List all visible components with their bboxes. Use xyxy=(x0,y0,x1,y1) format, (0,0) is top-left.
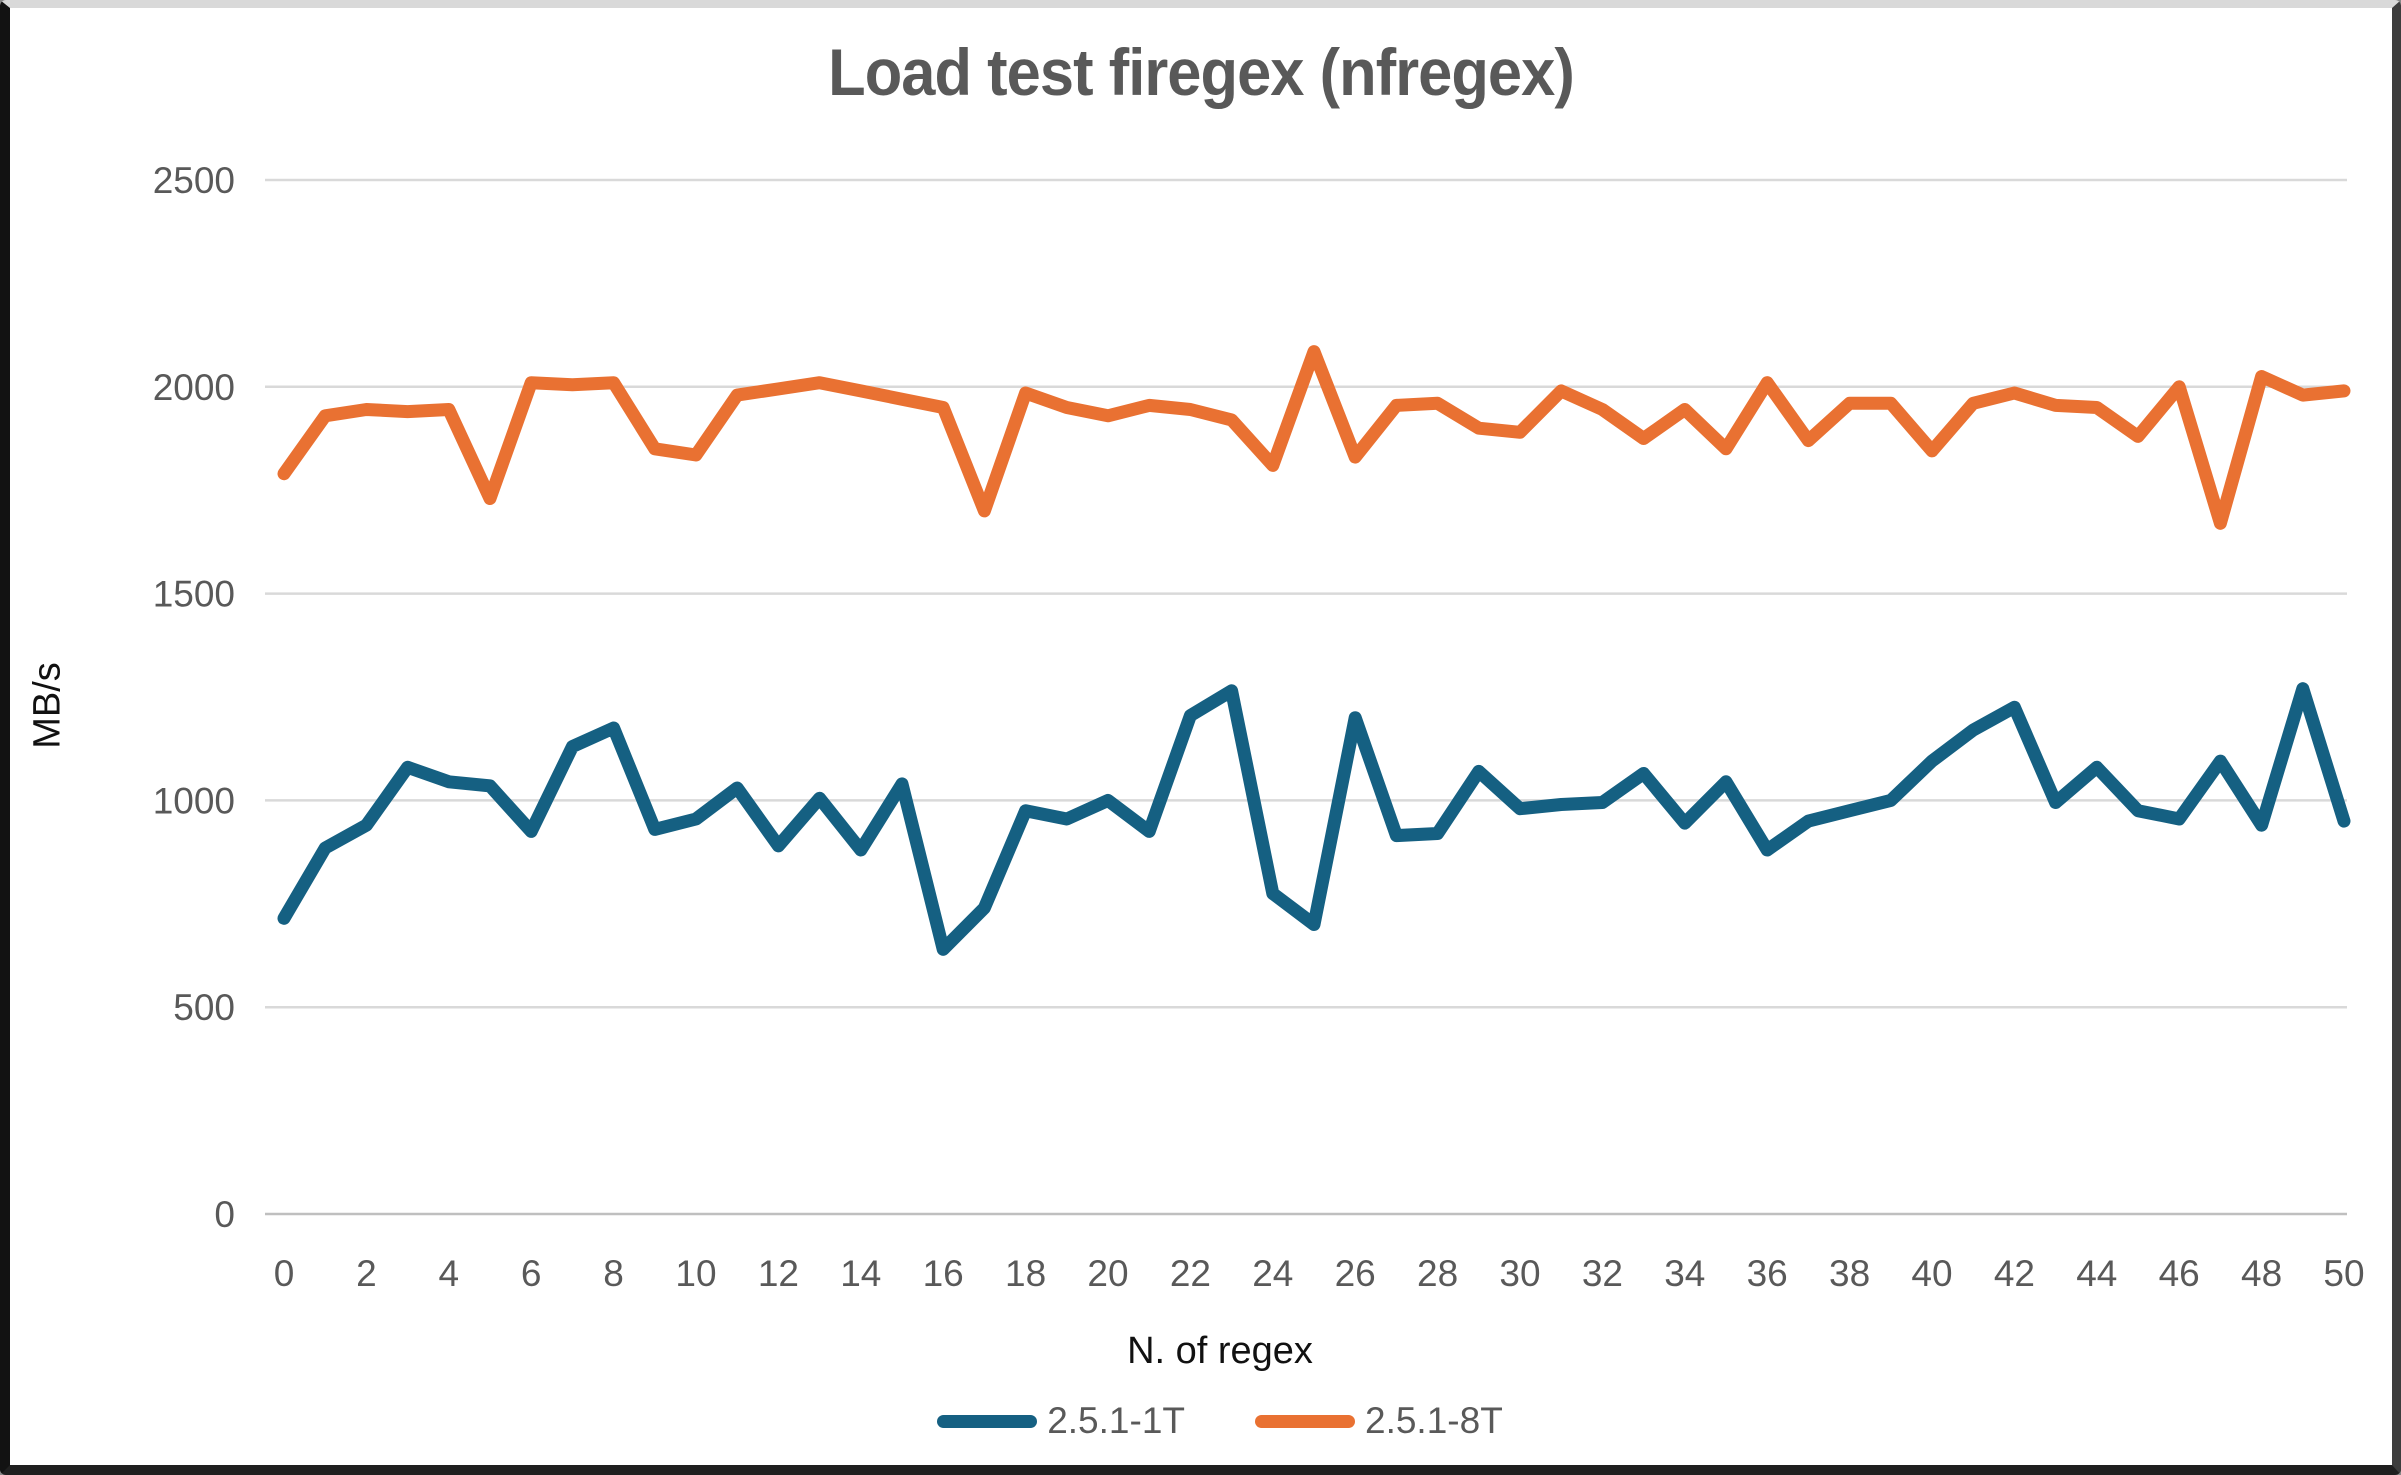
series-line-2.5.1-8T xyxy=(277,345,2351,530)
y-tick-label-2000: 2000 xyxy=(153,367,235,408)
x-tick-label-32: 32 xyxy=(1582,1253,1623,1294)
y-tick-label-1500: 1500 xyxy=(153,574,235,615)
y-tick-label-2500: 2500 xyxy=(153,160,235,201)
x-tick-label-6: 6 xyxy=(521,1253,542,1294)
y-tick-label-500: 500 xyxy=(173,987,235,1028)
legend: 2.5.1-1T 2.5.1-8T xyxy=(10,1400,2392,1442)
x-tick-label-18: 18 xyxy=(1005,1253,1046,1294)
x-tick-label-12: 12 xyxy=(758,1253,799,1294)
x-tick-label-14: 14 xyxy=(840,1253,881,1294)
x-tick-label-16: 16 xyxy=(923,1253,964,1294)
x-tick-label-48: 48 xyxy=(2241,1253,2282,1294)
x-tick-label-28: 28 xyxy=(1417,1253,1458,1294)
y-axis-title: MB/s xyxy=(26,662,69,749)
y-tick-label-1000: 1000 xyxy=(153,780,235,821)
chart-title: Load test firegex (nfregex) xyxy=(828,35,1575,109)
y-tick-label-0: 0 xyxy=(214,1194,235,1235)
x-axis-title: N. of regex xyxy=(1127,1330,1313,1372)
x-tick-label-30: 30 xyxy=(1499,1253,1540,1294)
x-tick-label-34: 34 xyxy=(1664,1253,1705,1294)
x-tick-label-44: 44 xyxy=(2076,1253,2117,1294)
x-tick-label-8: 8 xyxy=(603,1253,624,1294)
x-tick-label-0: 0 xyxy=(274,1253,295,1294)
x-tick-label-20: 20 xyxy=(1087,1253,1128,1294)
legend-item-2.5.1-1T: 2.5.1-1T xyxy=(937,1400,1185,1442)
x-tick-label-4: 4 xyxy=(439,1253,460,1294)
x-tick-label-42: 42 xyxy=(1994,1253,2035,1294)
x-tick-label-26: 26 xyxy=(1335,1253,1376,1294)
x-tick-label-10: 10 xyxy=(675,1253,716,1294)
x-tick-label-40: 40 xyxy=(1911,1253,1952,1294)
x-tick-label-22: 22 xyxy=(1170,1253,1211,1294)
series-line-2.5.1-1T xyxy=(277,682,2351,956)
x-tick-label-24: 24 xyxy=(1252,1253,1293,1294)
x-tick-label-50: 50 xyxy=(2323,1253,2364,1294)
x-tick-label-2: 2 xyxy=(356,1253,377,1294)
x-tick-label-38: 38 xyxy=(1829,1253,1870,1294)
legend-label-2.5.1-8T: 2.5.1-8T xyxy=(1365,1400,1503,1441)
x-tick-label-36: 36 xyxy=(1747,1253,1788,1294)
x-tick-label-46: 46 xyxy=(2159,1253,2200,1294)
legend-item-2.5.1-8T: 2.5.1-8T xyxy=(1255,1400,1503,1442)
legend-swatch-2.5.1-1T xyxy=(937,1414,1038,1428)
legend-swatch-2.5.1-8T xyxy=(1255,1414,1355,1428)
legend-label-2.5.1-1T: 2.5.1-1T xyxy=(1047,1400,1185,1441)
